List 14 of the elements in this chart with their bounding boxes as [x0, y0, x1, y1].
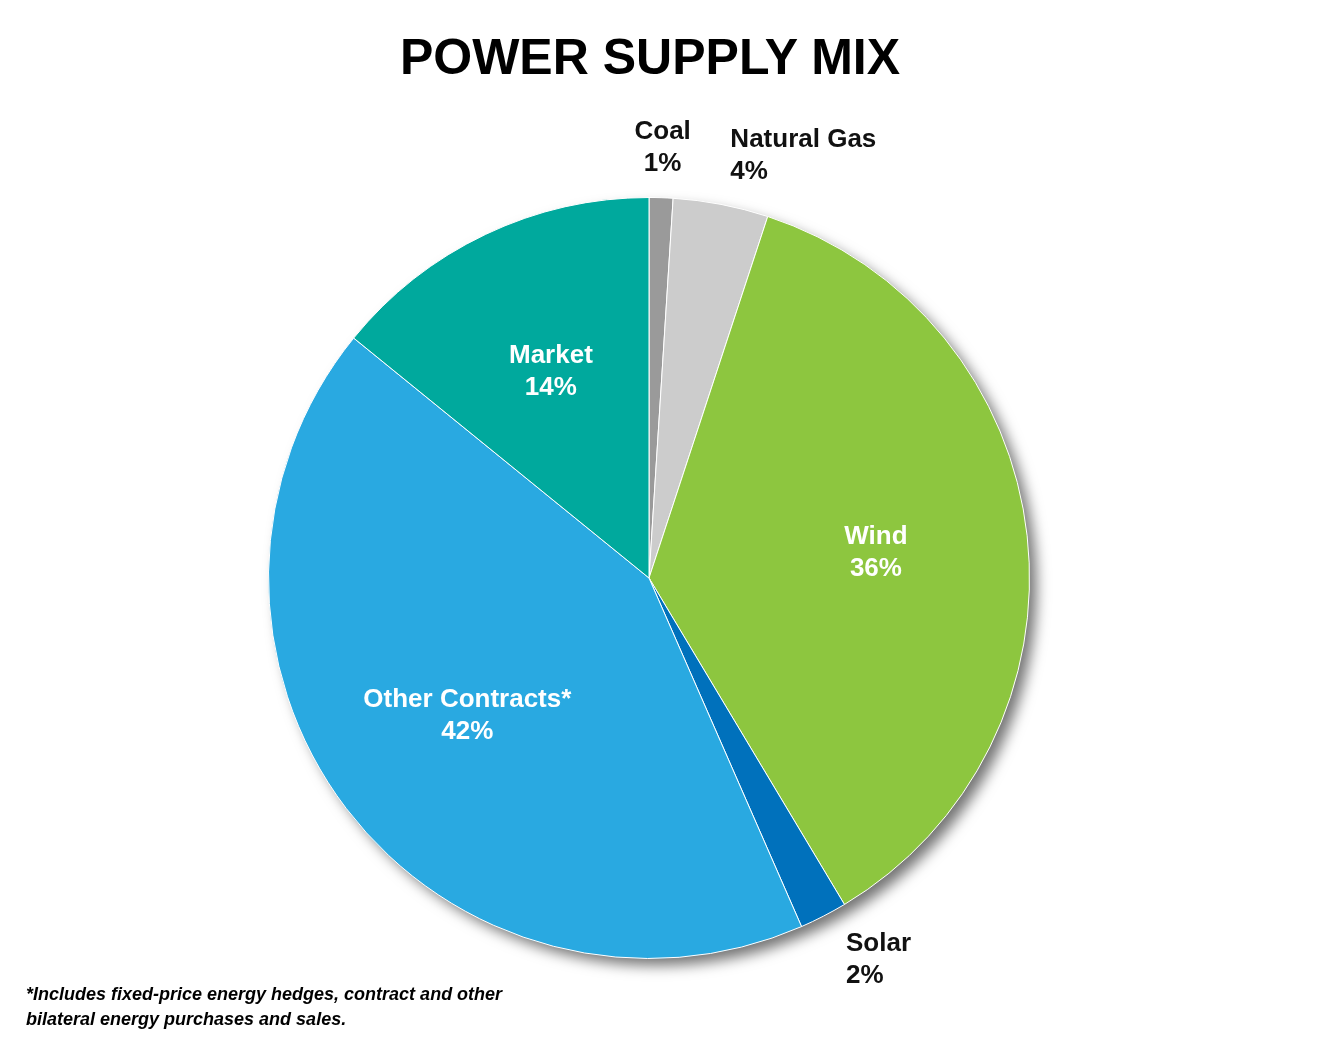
- data-label: 36%: [849, 551, 902, 582]
- slice-label: Natural Gas: [730, 122, 877, 153]
- data-label: 4%: [730, 154, 768, 185]
- data-label: 2%: [846, 959, 884, 990]
- slice-label: Wind: [844, 519, 908, 550]
- slice-label: Other Contracts*: [363, 683, 573, 714]
- slice-label: Coal: [634, 115, 691, 146]
- data-label: 42%: [441, 715, 494, 746]
- data-label: 1%: [643, 147, 682, 178]
- data-label: 14%: [524, 371, 577, 402]
- text: *Includes fixed-price energy hedges, contract and other bilateral energy purchases and sales.: [26, 983, 504, 1031]
- chart-title: POWER SUPPLY MIX: [398, 28, 902, 86]
- slice-label: Solar: [846, 927, 912, 958]
- slice-label: Market: [508, 339, 594, 370]
